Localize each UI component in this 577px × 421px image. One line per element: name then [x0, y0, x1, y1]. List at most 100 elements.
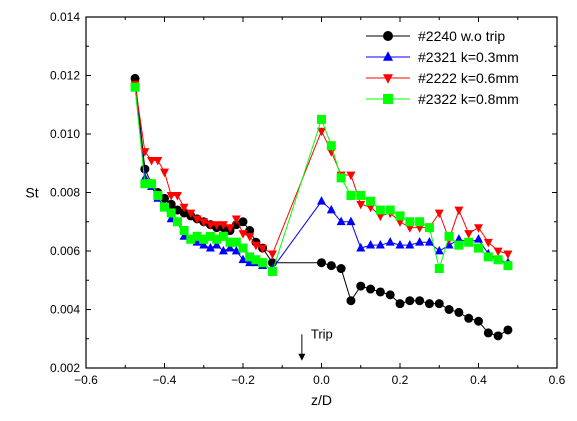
data-point [474, 316, 483, 326]
data-point [166, 208, 176, 218]
data-point [166, 192, 176, 201]
data-point [192, 231, 202, 241]
data-point [160, 168, 169, 178]
data-point [336, 264, 346, 274]
data-point [385, 237, 395, 246]
data-point [140, 148, 150, 157]
data-point [444, 231, 454, 241]
data-point [405, 217, 415, 227]
data-point [258, 244, 268, 254]
data-point [326, 204, 336, 214]
axes-layer: −0.6 −0.4 −0.2 0.0 0.2 0.4 0.6 0.002 0.004 0.006 0… [50, 10, 566, 387]
data-point [258, 258, 268, 268]
data-point [179, 226, 189, 236]
data-point [346, 216, 356, 226]
data-point [424, 223, 434, 233]
data-point [267, 266, 277, 276]
data-point [238, 230, 248, 239]
data-point [503, 250, 513, 260]
data-point [160, 202, 169, 212]
data-point [375, 239, 385, 249]
data-point [375, 205, 385, 215]
data-point [383, 94, 393, 104]
data-point [415, 224, 425, 233]
data-point [140, 172, 150, 182]
data-point [153, 190, 163, 200]
data-point [474, 234, 483, 243]
data-point [483, 238, 493, 248]
data-point [317, 196, 326, 205]
data-point [415, 237, 425, 246]
data-point [375, 212, 385, 222]
data-point [383, 51, 393, 61]
legend-item: #2222 k=0.6mm [366, 70, 519, 86]
data-point [231, 215, 241, 224]
y-tick-label: 0.008 [50, 186, 80, 200]
data-point [186, 234, 196, 244]
data-point [140, 179, 150, 189]
series-line [134, 84, 509, 255]
trip-arrow-head [298, 353, 306, 361]
data-point [205, 242, 215, 252]
data-point [172, 192, 182, 201]
x-tick-label: 0.6 [549, 373, 566, 387]
data-point [395, 218, 405, 227]
data-point [464, 237, 474, 247]
data-point [225, 224, 235, 233]
data-point [385, 290, 395, 300]
data-point [218, 221, 228, 230]
data-point [405, 239, 415, 249]
data-point [225, 237, 235, 247]
legend-label: #2222 k=0.6mm [418, 70, 519, 86]
data-point [205, 221, 215, 230]
legend-item: #2321 k=0.3mm [366, 49, 519, 65]
data-point [503, 325, 513, 335]
data-point [454, 307, 464, 317]
data-point [245, 233, 255, 242]
y-tick-label: 0.004 [50, 303, 80, 317]
series-layer [130, 73, 513, 341]
data-point [199, 239, 209, 249]
x-tick-label: −0.6 [74, 373, 98, 387]
data-point [147, 179, 157, 189]
data-point [383, 31, 393, 41]
data-point [434, 299, 444, 309]
data-point [395, 239, 405, 249]
y-axis-title: St [25, 185, 38, 201]
data-point [356, 281, 366, 291]
y-tick-label: 0.002 [50, 361, 80, 375]
data-point [503, 261, 513, 271]
x-tick-label: 0.2 [392, 373, 409, 387]
data-point [205, 231, 215, 241]
data-point [483, 252, 493, 262]
data-point [212, 234, 222, 244]
data-point [415, 217, 425, 227]
data-point [383, 74, 393, 84]
data-point [405, 296, 415, 306]
data-point [326, 141, 336, 151]
data-point [251, 241, 261, 251]
data-point [356, 242, 366, 252]
data-point [434, 245, 444, 255]
data-point [346, 171, 356, 181]
data-point [366, 203, 376, 213]
data-point [317, 258, 326, 268]
data-point [464, 230, 474, 239]
data-point [366, 239, 376, 249]
data-point [212, 239, 222, 249]
data-point [317, 114, 326, 124]
data-point [375, 287, 385, 297]
data-point [218, 245, 228, 255]
data-point [326, 261, 336, 271]
data-point [493, 255, 503, 265]
data-point [199, 234, 209, 244]
data-point [140, 164, 150, 174]
data-point [172, 217, 182, 227]
data-point [454, 240, 464, 250]
data-point [356, 200, 366, 210]
data-point [245, 252, 255, 262]
data-point [483, 328, 493, 338]
data-point [317, 127, 326, 137]
data-point [474, 243, 483, 253]
y-tick-label: 0.012 [50, 69, 80, 83]
